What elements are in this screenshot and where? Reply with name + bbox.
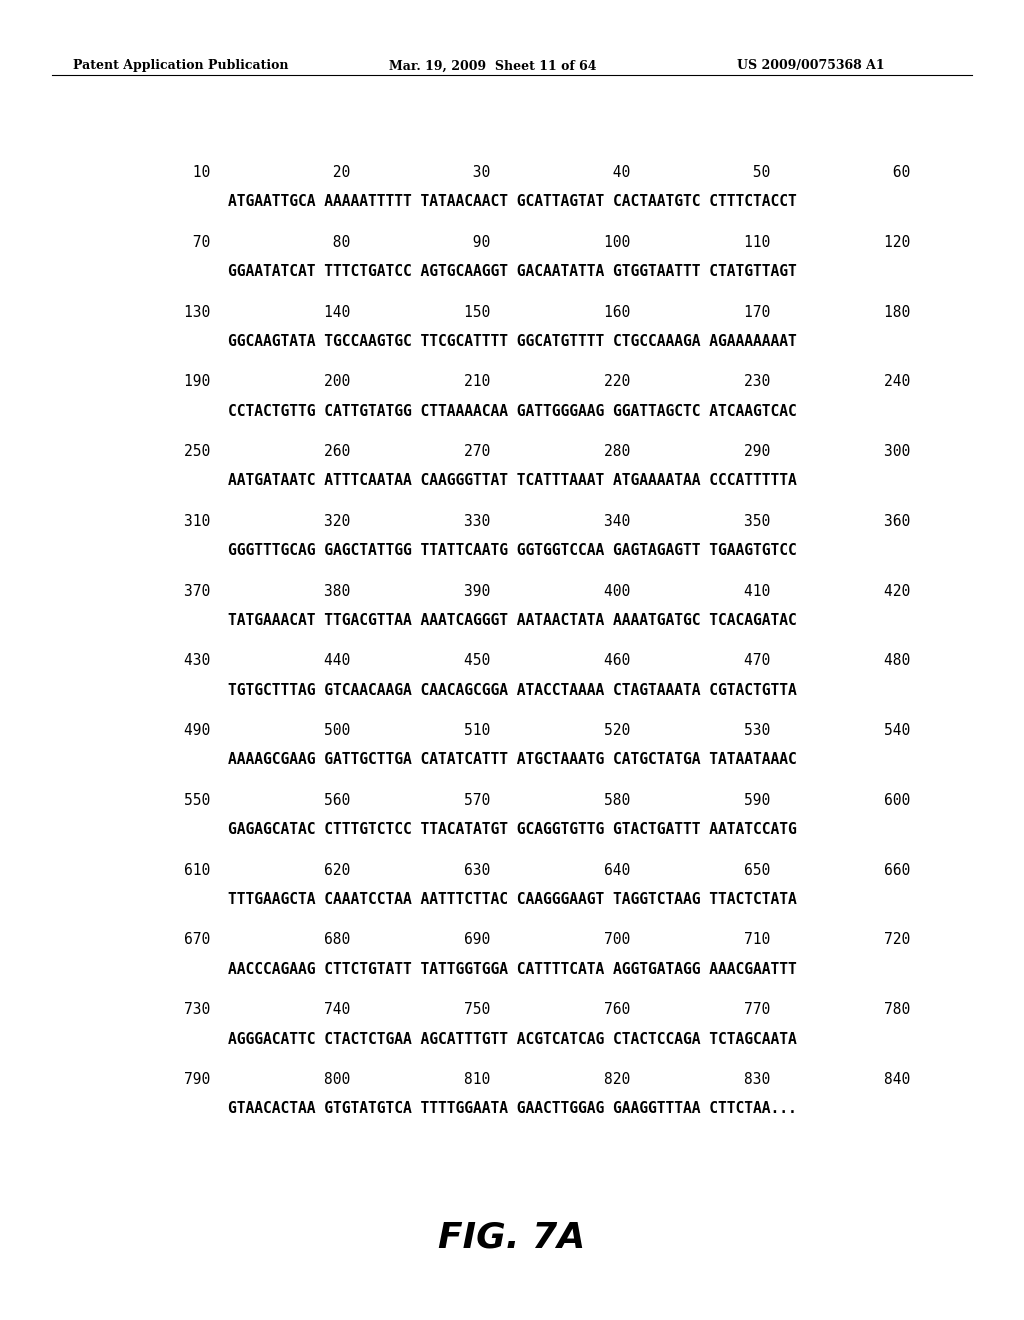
Text: TTTGAAGCTA CAAATCCTAA AATTTCTTAC CAAGGGAAGT TAGGTCTAAG TTACTCTATA: TTTGAAGCTA CAAATCCTAA AATTTCTTAC CAAGGGA… — [227, 892, 797, 907]
Text: AATGATAATC ATTTCAATAA CAAGGGTTAT TCATTTAAAT ATGAAAATAA CCCATTTTTA: AATGATAATC ATTTCAATAA CAAGGGTTAT TCATTTA… — [227, 474, 797, 488]
Text: 490             500             510             520             530             : 490 500 510 520 530 — [114, 723, 910, 738]
Text: 250             260             270             280             290             : 250 260 270 280 290 — [114, 444, 910, 459]
Text: 730             740             750             760             770             : 730 740 750 760 770 — [114, 1002, 910, 1018]
Text: ATGAATTGCA AAAAATTTTT TATAACAACT GCATTAGTAT CACTAATGTC CTTTCTACCT: ATGAATTGCA AAAAATTTTT TATAACAACT GCATTAG… — [227, 194, 797, 210]
Text: TGTGCTTTAG GTCAACAAGA CAACAGCGGA ATACCTAAAA CTAGTAAATA CGTACTGTTA: TGTGCTTTAG GTCAACAAGA CAACAGCGGA ATACCTA… — [227, 682, 797, 698]
Text: GAGAGCATAC CTTTGTCTCC TTACATATGT GCAGGTGTTG GTACTGATTT AATATCCATG: GAGAGCATAC CTTTGTCTCC TTACATATGT GCAGGTG… — [227, 822, 797, 837]
Text: 430             440             450             460             470             : 430 440 450 460 470 — [114, 653, 910, 668]
Text: 610             620             630             640             650             : 610 620 630 640 650 — [114, 863, 910, 878]
Text: Patent Application Publication: Patent Application Publication — [73, 59, 289, 73]
Text: 550             560             570             580             590             : 550 560 570 580 590 — [114, 793, 910, 808]
Text: AAAAGCGAAG GATTGCTTGA CATATCATTT ATGCTAAATG CATGCTATGA TATAATAAAC: AAAAGCGAAG GATTGCTTGA CATATCATTT ATGCTAA… — [227, 752, 797, 767]
Text: US 2009/0075368 A1: US 2009/0075368 A1 — [736, 59, 885, 73]
Text: 190             200             210             220             230             : 190 200 210 220 230 — [114, 375, 910, 389]
Text: CCTACTGTTG CATTGTATGG CTTAAAACAA GATTGGGAAG GGATTAGCTC ATCAAGTCAC: CCTACTGTTG CATTGTATGG CTTAAAACAA GATTGGG… — [227, 404, 797, 418]
Text: 130             140             150             160             170             : 130 140 150 160 170 — [114, 305, 910, 319]
Text: 370             380             390             400             410             : 370 380 390 400 410 — [114, 583, 910, 599]
Text: 310             320             330             340             350             : 310 320 330 340 350 — [114, 513, 910, 529]
Text: 670             680             690             700             710             : 670 680 690 700 710 — [114, 932, 910, 948]
Text: 70              80              90             100             110             1: 70 80 90 100 110 1 — [114, 235, 910, 249]
Text: AACCCAGAAG CTTCTGTATT TATTGGTGGA CATTTTCATA AGGTGATAGG AAACGAATTT: AACCCAGAAG CTTCTGTATT TATTGGTGGA CATTTTC… — [227, 962, 797, 977]
Text: GGAATATCAT TTTCTGATCC AGTGCAAGGT GACAATATTA GTGGTAATTT CTATGTTAGT: GGAATATCAT TTTCTGATCC AGTGCAAGGT GACAATA… — [227, 264, 797, 279]
Text: AGGGACATTC CTACTCTGAA AGCATTTGTT ACGTCATCAG CTACTCCAGA TCTAGCAATA: AGGGACATTC CTACTCTGAA AGCATTTGTT ACGTCAT… — [227, 1031, 797, 1047]
Text: GGCAAGTATA TGCCAAGTGC TTCGCATTTT GGCATGTTTT CTGCCAAAGA AGAAAAAAAT: GGCAAGTATA TGCCAAGTGC TTCGCATTTT GGCATGT… — [227, 334, 797, 348]
Text: GTAACACTAA GTGTATGTCA TTTTGGAATA GAACTTGGAG GAAGGTTTAA CTTCTAA...: GTAACACTAA GTGTATGTCA TTTTGGAATA GAACTTG… — [227, 1101, 797, 1117]
Text: TATGAAACAT TTGACGTTAA AAATCAGGGT AATAACTATA AAAATGATGC TCACAGATAC: TATGAAACAT TTGACGTTAA AAATCAGGGT AATAACT… — [227, 612, 797, 628]
Text: GGGTTTGCAG GAGCTATTGG TTATTCAATG GGTGGTCCAA GAGTAGAGTT TGAAGTGTCC: GGGTTTGCAG GAGCTATTGG TTATTCAATG GGTGGTC… — [227, 543, 797, 558]
Text: 10              20              30              40              50              : 10 20 30 40 50 — [114, 165, 910, 180]
Text: 790             800             810             820             830             : 790 800 810 820 830 — [114, 1072, 910, 1088]
Text: FIG. 7A: FIG. 7A — [438, 1221, 586, 1255]
Text: Mar. 19, 2009  Sheet 11 of 64: Mar. 19, 2009 Sheet 11 of 64 — [389, 59, 597, 73]
